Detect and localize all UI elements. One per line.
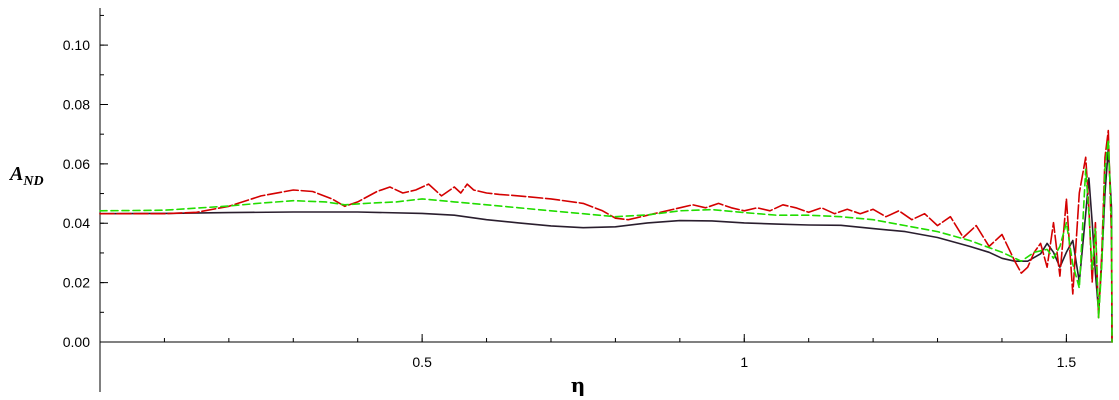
y-axis-label: AND <box>8 163 44 189</box>
series-group <box>99 129 1113 343</box>
x-tick-label: 0.5 <box>412 354 432 370</box>
y-axis-label-main: A <box>8 163 23 185</box>
x-tick-label: 1 <box>740 354 748 370</box>
y-axis-label-sub: ND <box>22 174 43 189</box>
y-tick-label: 0.04 <box>63 215 90 231</box>
series-line-1 <box>99 147 1113 343</box>
x-tick-label: 1.5 <box>1057 354 1077 370</box>
y-tick-label: 0.10 <box>63 37 90 53</box>
y-tick-label: 0.02 <box>63 275 90 291</box>
x-axis: 0.5 1 1.5 <box>100 334 1112 370</box>
x-axis-label: η <box>571 373 586 397</box>
y-tick-label: 0.06 <box>63 156 90 172</box>
y-axis: 0.00 0.02 0.04 0.06 0.08 0.10 <box>63 8 108 392</box>
series-line-2 <box>99 129 1113 343</box>
series-line-3 <box>99 138 1113 343</box>
y-tick-label: 0.08 <box>63 96 90 112</box>
y-tick-label: 0.00 <box>63 334 90 350</box>
